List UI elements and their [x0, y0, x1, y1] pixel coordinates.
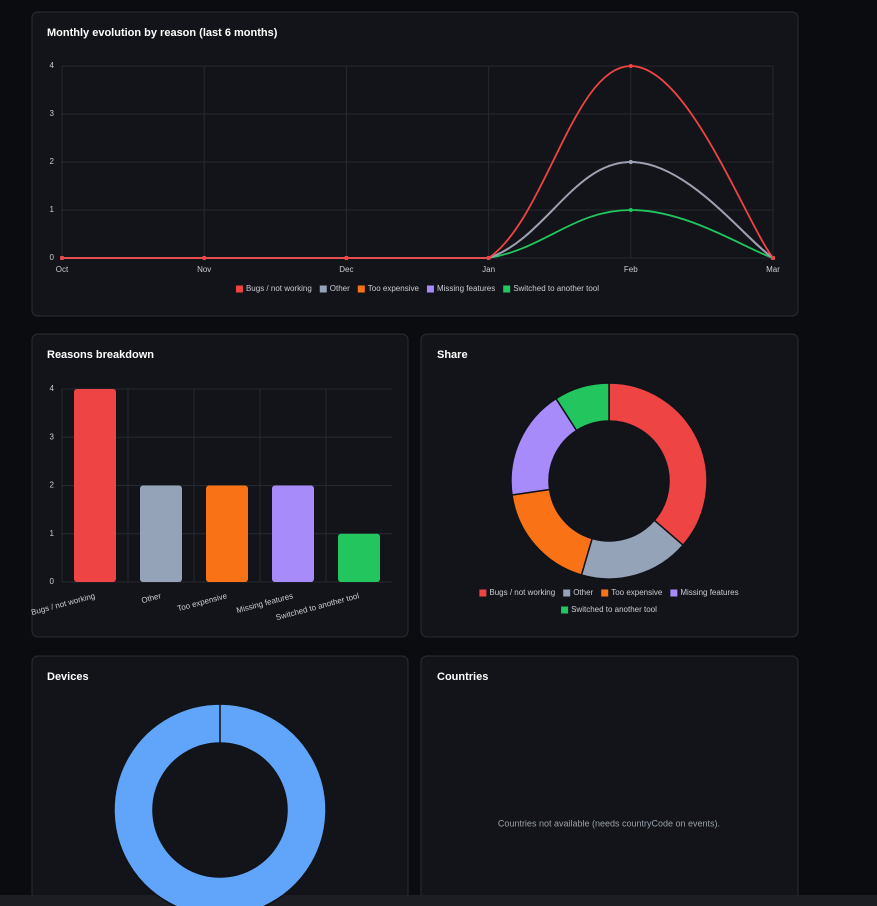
legend-item: Too expensive [357, 284, 420, 293]
y-tick-label: 4 [50, 384, 55, 393]
legend-item: Bugs / not working [235, 284, 312, 293]
bar [74, 389, 116, 582]
y-tick-label: 3 [50, 432, 55, 441]
point [202, 256, 207, 260]
legend-swatch [479, 589, 487, 597]
bar [140, 485, 182, 582]
panel-title: Countries [437, 671, 488, 683]
legend-swatch [319, 285, 327, 293]
point [60, 256, 64, 260]
y-tick-label: 2 [50, 481, 55, 490]
legend-swatch [357, 285, 365, 293]
legend-swatch [670, 589, 678, 597]
legend-item: Switched to another tool [561, 605, 657, 614]
legend-swatch [563, 589, 571, 597]
slice [113, 703, 327, 906]
legend-label: Missing features [680, 588, 738, 597]
legend-swatch [426, 285, 434, 293]
legend-label: Bugs / not working [246, 284, 312, 293]
chart-title: Reasons breakdown [47, 349, 154, 361]
y-tick-label: 2 [50, 157, 55, 166]
chart-title: Monthly evolution by reason (last 6 mont… [47, 27, 278, 39]
legend-swatch [503, 285, 511, 293]
legend-label: Switched to another tool [571, 605, 657, 614]
y-tick-label: 3 [50, 109, 55, 118]
point [486, 256, 491, 260]
card [420, 333, 799, 638]
legend-swatch [601, 589, 609, 597]
card [31, 11, 799, 317]
card [31, 655, 409, 906]
legend-item: Switched to another tool [503, 284, 599, 293]
legend-label: Missing features [437, 284, 495, 293]
point [628, 64, 633, 68]
y-tick-label: 0 [50, 577, 55, 586]
point [628, 160, 633, 164]
legend-label: Other [330, 284, 350, 293]
legend-label: Other [573, 588, 593, 597]
legend-item: Missing features [426, 284, 495, 293]
card [420, 655, 799, 906]
legend-item: Missing features [670, 588, 739, 597]
bar [338, 533, 380, 582]
chart-title: Devices [47, 671, 89, 683]
bar [206, 485, 248, 582]
legend-label: Too expensive [368, 284, 420, 293]
legend-item: Other [319, 284, 350, 293]
legend-label: Bugs / not working [489, 588, 555, 597]
chart-title: Share [437, 349, 468, 361]
empty-message: Countries not available (needs countryCo… [498, 818, 720, 828]
legend-swatch [561, 606, 569, 614]
x-tick-label: Mar [766, 265, 780, 274]
x-tick-label: Jan [482, 265, 495, 274]
legend-item: Other [563, 588, 594, 597]
y-tick-label: 1 [50, 529, 55, 538]
legend-item: Too expensive [601, 588, 663, 597]
x-tick-label: Dec [339, 265, 353, 274]
y-tick-label: 0 [50, 253, 55, 262]
legend-label: Switched to another tool [513, 284, 599, 293]
slice [608, 382, 708, 547]
y-tick-label: 4 [50, 61, 55, 70]
bottom-bar [0, 895, 877, 906]
y-tick-label: 1 [50, 205, 55, 214]
x-tick-label: Feb [624, 265, 638, 274]
slice [554, 382, 610, 432]
bar [272, 485, 314, 582]
legend-label: Too expensive [611, 588, 663, 597]
x-tick-label: Oct [56, 265, 69, 274]
point [771, 256, 775, 260]
legend-swatch [235, 285, 243, 293]
point [628, 208, 633, 212]
legend-item: Bugs / not working [479, 588, 555, 597]
x-tick-label: Nov [197, 265, 211, 274]
point [344, 256, 349, 260]
